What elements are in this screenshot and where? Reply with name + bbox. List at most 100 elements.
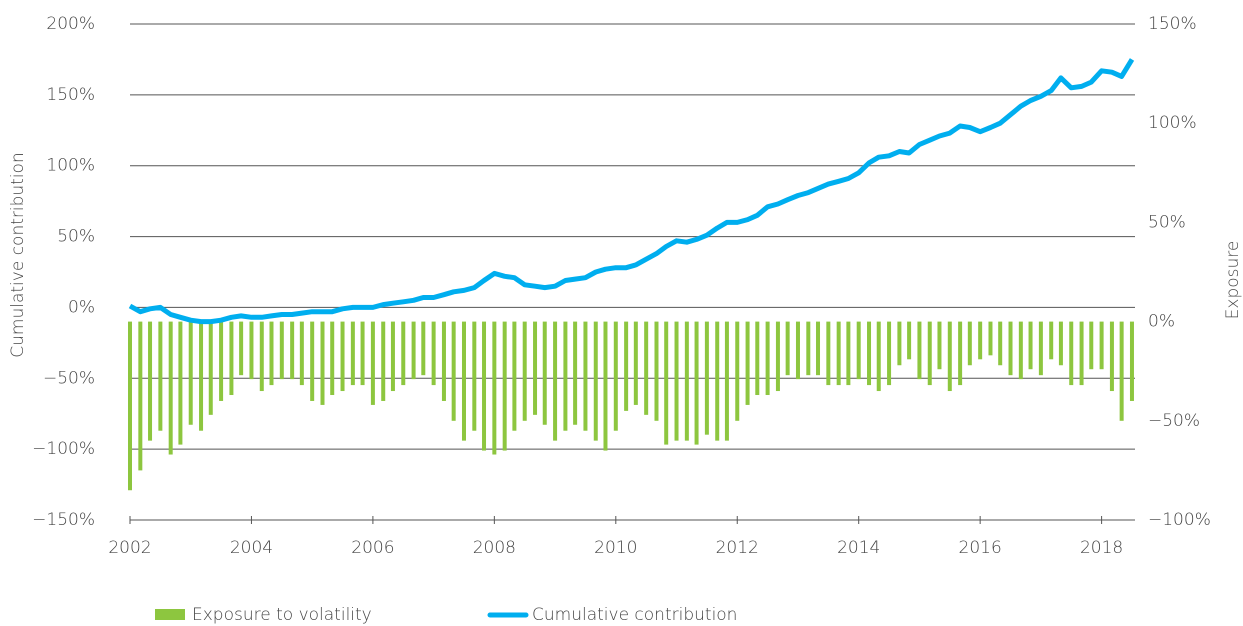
bar (269, 321, 274, 386)
bar (431, 321, 436, 386)
x-tick-label: 2016 (959, 538, 1002, 558)
bar (998, 321, 1003, 366)
bar (785, 321, 790, 376)
bar (208, 321, 213, 415)
bar (876, 321, 881, 392)
bar (239, 321, 244, 376)
bar (178, 321, 183, 445)
bar (188, 321, 193, 425)
x-tick-label: 2018 (1080, 538, 1123, 558)
bar (917, 321, 922, 380)
y-tick-label: −50% (43, 368, 95, 388)
bar (199, 321, 204, 431)
bar (330, 321, 335, 396)
y2-tick-label: 0% (1148, 312, 1175, 332)
bar (1079, 321, 1084, 386)
bar (451, 321, 456, 421)
y-tick-label: 50% (57, 227, 95, 247)
bar (441, 321, 446, 401)
bar (542, 321, 547, 425)
bar (360, 321, 365, 386)
bar (1099, 321, 1104, 370)
bar (1129, 321, 1134, 401)
y-tick-label: −100% (32, 439, 95, 459)
bar (988, 321, 993, 356)
y2-axis-label: Exposure (1223, 241, 1243, 320)
bar (1028, 321, 1033, 370)
bar (279, 321, 284, 380)
bar (370, 321, 375, 405)
legend-label: Exposure to volatility (192, 605, 372, 625)
bar (219, 321, 224, 401)
bar (775, 321, 780, 392)
bar (249, 321, 254, 380)
bar (1049, 321, 1054, 360)
bar (482, 321, 487, 451)
legend-swatch (155, 609, 185, 620)
bar (755, 321, 760, 396)
bar (765, 321, 770, 396)
y2-tick-label: −50% (1148, 411, 1200, 431)
x-tick-label: 2006 (351, 538, 394, 558)
bar (148, 321, 153, 441)
bar (907, 321, 912, 360)
x-tick-label: 2014 (837, 538, 880, 558)
bar (340, 321, 345, 392)
x-tick-label: 2012 (716, 538, 759, 558)
bar (128, 321, 132, 491)
bar (522, 321, 527, 421)
y-tick-label: 200% (46, 14, 95, 34)
bar (735, 321, 740, 421)
bar (421, 321, 426, 376)
bar (320, 321, 325, 405)
bar (867, 321, 872, 386)
line (128, 58, 1135, 325)
bar (947, 321, 952, 392)
bar (624, 321, 629, 411)
bar (553, 321, 558, 441)
y2-tick-label: 50% (1148, 212, 1186, 232)
bar (1038, 321, 1043, 376)
y-tick-label: 0% (68, 297, 95, 317)
bar (401, 321, 406, 386)
bar (816, 321, 821, 376)
bar (654, 321, 659, 421)
bar (836, 321, 841, 386)
y-tick-label: 100% (46, 156, 95, 176)
bar (411, 321, 416, 380)
bar (694, 321, 699, 445)
bar (633, 321, 638, 405)
bar (978, 321, 983, 360)
bar (887, 321, 892, 386)
bar (715, 321, 720, 441)
bar (1008, 321, 1013, 376)
bar (856, 321, 861, 380)
y2-tick-label: −100% (1148, 510, 1211, 530)
bar (259, 321, 264, 392)
bar (158, 321, 163, 431)
bar (502, 321, 507, 451)
bar (958, 321, 963, 386)
bar (674, 321, 679, 441)
bar (472, 321, 477, 431)
bar (684, 321, 689, 441)
bar (512, 321, 517, 431)
bar (664, 321, 669, 445)
bar (603, 321, 608, 451)
bar (1018, 321, 1023, 380)
bar (593, 321, 598, 441)
bar (168, 321, 173, 455)
bar (290, 321, 295, 380)
bar (492, 321, 497, 455)
bar (846, 321, 851, 386)
bar (897, 321, 902, 366)
bar (724, 321, 729, 441)
bar (461, 321, 466, 441)
y2-tick-label: 150% (1148, 14, 1197, 34)
bar (390, 321, 395, 392)
bar (583, 321, 588, 431)
bar (310, 321, 315, 401)
bar (644, 321, 649, 415)
bar (299, 321, 304, 386)
bar (704, 321, 709, 435)
